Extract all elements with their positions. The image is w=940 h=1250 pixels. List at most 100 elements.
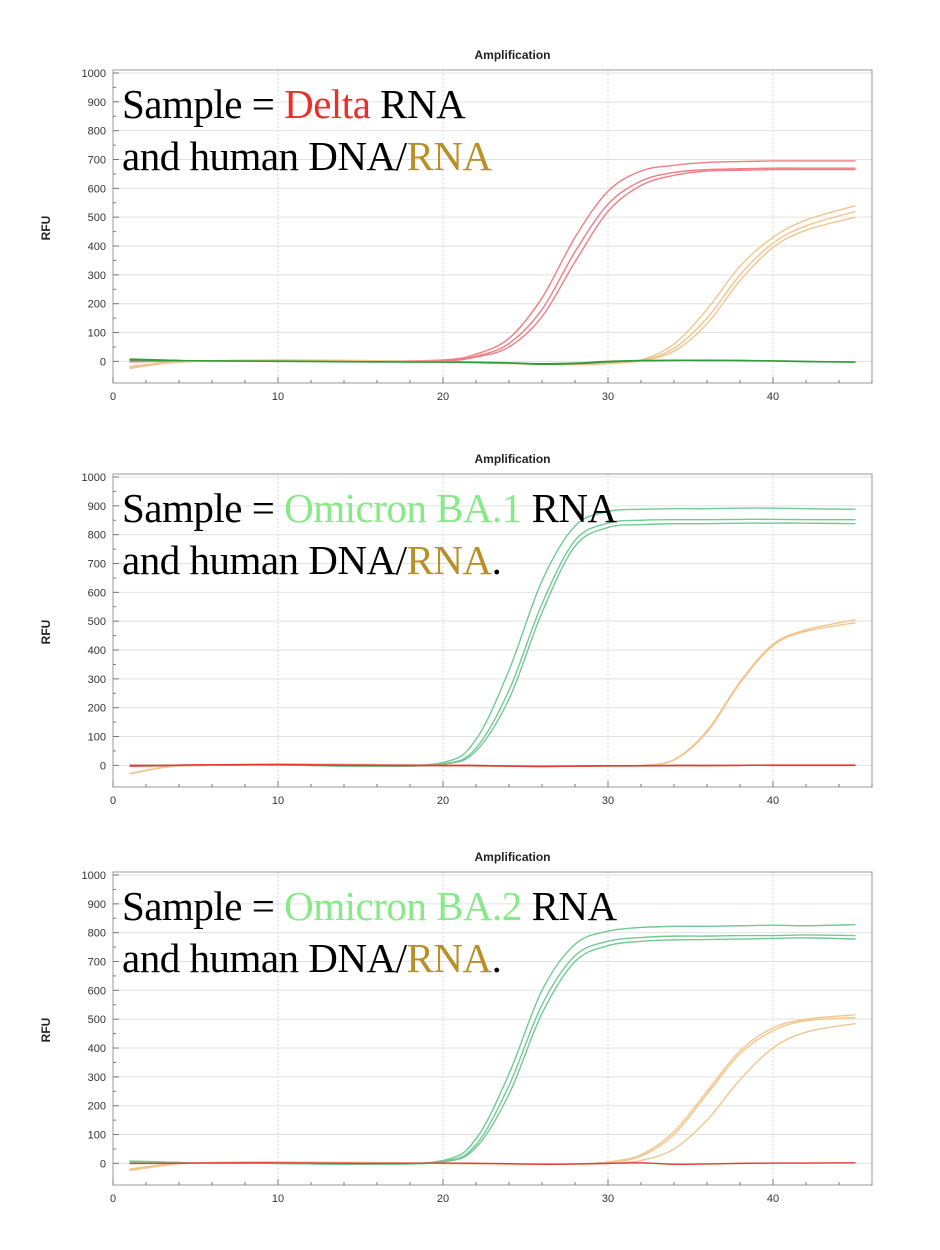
y-tick-label: 300 [88,270,106,282]
y-tick-label: 700 [88,559,106,571]
caption-line-1: Sample = Omicron BA.2 RNA [122,880,617,932]
chart-svg: 0 100 200 300 400 500 600 700 800 900 1000 0 10 20 30 4… [39,850,873,1202]
plot-frame [112,69,873,384]
variant-name: Omicron BA.2 [284,883,522,929]
caption-text: RNA [521,883,618,929]
plot-frame [112,473,873,788]
x-tick-label: 30 [602,391,614,400]
y-tick-label: 300 [88,1072,106,1084]
x-tick-label: 20 [437,391,449,400]
caption-text: and human DNA/ [122,935,407,981]
caption-text: Sample = [122,485,285,531]
y-tick-label: 500 [88,1014,106,1026]
series-group [129,507,856,775]
y-tick-label: 200 [88,703,106,715]
caption-line-2: and human DNA/RNA. [122,932,617,984]
y-tick-label: 300 [88,674,106,686]
series-line-yellow_curve-6 [129,216,856,368]
x-tick-label: 40 [767,1193,779,1202]
series-line-yellow_curve-5 [129,621,856,775]
series-line-yellow_curve-4 [129,204,856,370]
caption-line-1: Sample = Delta RNA [122,78,492,130]
gridlines [113,70,872,383]
y-tick-label: 500 [88,616,106,628]
y-tick-label: 600 [88,587,106,599]
caption-text: Sample = [122,883,285,929]
series-line-red_flat-7 [129,764,856,768]
caption-text: RNA [521,485,618,531]
human-rna-label: RNA [406,935,493,981]
amplification-chart-3: 0 100 200 300 400 500 600 700 800 900 1000 0 10 20 30 4… [0,802,940,1202]
y-tick-label: 0 [100,760,106,772]
chart-title: Amplification [474,850,550,864]
caption-text: and human DNA/ [122,133,407,179]
series-line-yellow_curve-4 [129,1014,856,1172]
series-line-yellow_curve-5 [129,1017,856,1171]
variant-name: Omicron BA.1 [284,485,522,531]
x-tick-label: 0 [110,391,116,400]
y-tick-label: 900 [88,899,106,911]
sample-caption: Sample = Delta RNA and human DNA/RNA [122,78,492,182]
caption-line-2: and human DNA/RNA. [122,534,617,586]
human-rna-label: RNA [406,133,493,179]
y-tick-label: 700 [88,155,106,167]
x-tick-label: 10 [272,391,284,400]
series-line-green_flat-8 [129,359,856,365]
y-tick-label: 400 [88,1043,106,1055]
series-group [129,923,856,1172]
chart-svg: 0 100 200 300 400 500 600 700 800 900 1000 0 10 20 30 4… [39,452,873,804]
y-axis-label: RFU [39,1018,53,1043]
series-line-yellow_curve-5 [129,210,856,369]
x-tick-label: 40 [767,795,779,804]
y-axis-label: RFU [39,620,53,645]
variant-name: Delta [284,81,371,127]
y-tick-label: 800 [88,126,106,138]
series-group [129,160,856,370]
chart-title: Amplification [474,452,550,466]
caption-text: . [491,935,502,981]
y-tick-label: 100 [88,328,106,340]
y-tick-label: 900 [88,501,106,513]
x-tick-label: 0 [110,795,116,804]
x-tick-label: 10 [272,795,284,804]
caption-line-1: Sample = Omicron BA.1 RNA [122,482,617,534]
sample-caption: Sample = Omicron BA.2 RNA and human DNA/R… [122,880,617,984]
y-tick-label: 500 [88,212,106,224]
series-line-yellow_curve-4 [129,619,856,775]
y-tick-label: 200 [88,1101,106,1113]
y-tick-label: 200 [88,299,106,311]
plot-frame [112,871,873,1186]
x-tick-label: 30 [602,1193,614,1202]
chart-title: Amplification [474,48,550,62]
y-tick-label: 800 [88,530,106,542]
y-tick-label: 400 [88,645,106,657]
y-tick-label: 600 [88,183,106,195]
y-tick-label: 0 [100,1158,106,1170]
caption-text: RNA [370,81,466,127]
x-tick-label: 20 [437,1193,449,1202]
chart-svg: 0 100 200 300 400 500 600 700 800 900 1000 0 10 20 30 4… [39,48,873,400]
y-tick-label: 700 [88,957,106,969]
y-tick-label: 400 [88,241,106,253]
y-tick-label: 1000 [82,472,106,484]
y-tick-label: 1000 [82,870,106,882]
y-tick-label: 800 [88,928,106,940]
y-tick-label: 900 [88,97,106,109]
x-tick-label: 40 [767,391,779,400]
caption-text: . [491,537,502,583]
caption-line-2: and human DNA/RNA [122,130,492,182]
y-tick-label: 1000 [82,68,106,80]
y-tick-label: 100 [88,1130,106,1142]
x-tick-label: 20 [437,795,449,804]
x-tick-label: 30 [602,795,614,804]
amplification-chart-1: 0 100 200 300 400 500 600 700 800 900 1000 0 10 20 30 4… [0,0,940,400]
amplification-chart-2: 0 100 200 300 400 500 600 700 800 900 1000 0 10 20 30 4… [0,404,940,804]
y-tick-label: 100 [88,732,106,744]
series-line-red_flat-7 [129,1162,856,1165]
sample-caption: Sample = Omicron BA.1 RNA and human DNA/R… [122,482,617,586]
caption-text: Sample = [122,81,285,127]
human-rna-label: RNA [406,537,493,583]
y-axis-label: RFU [39,216,53,241]
x-tick-label: 0 [110,1193,116,1202]
x-tick-label: 10 [272,1193,284,1202]
